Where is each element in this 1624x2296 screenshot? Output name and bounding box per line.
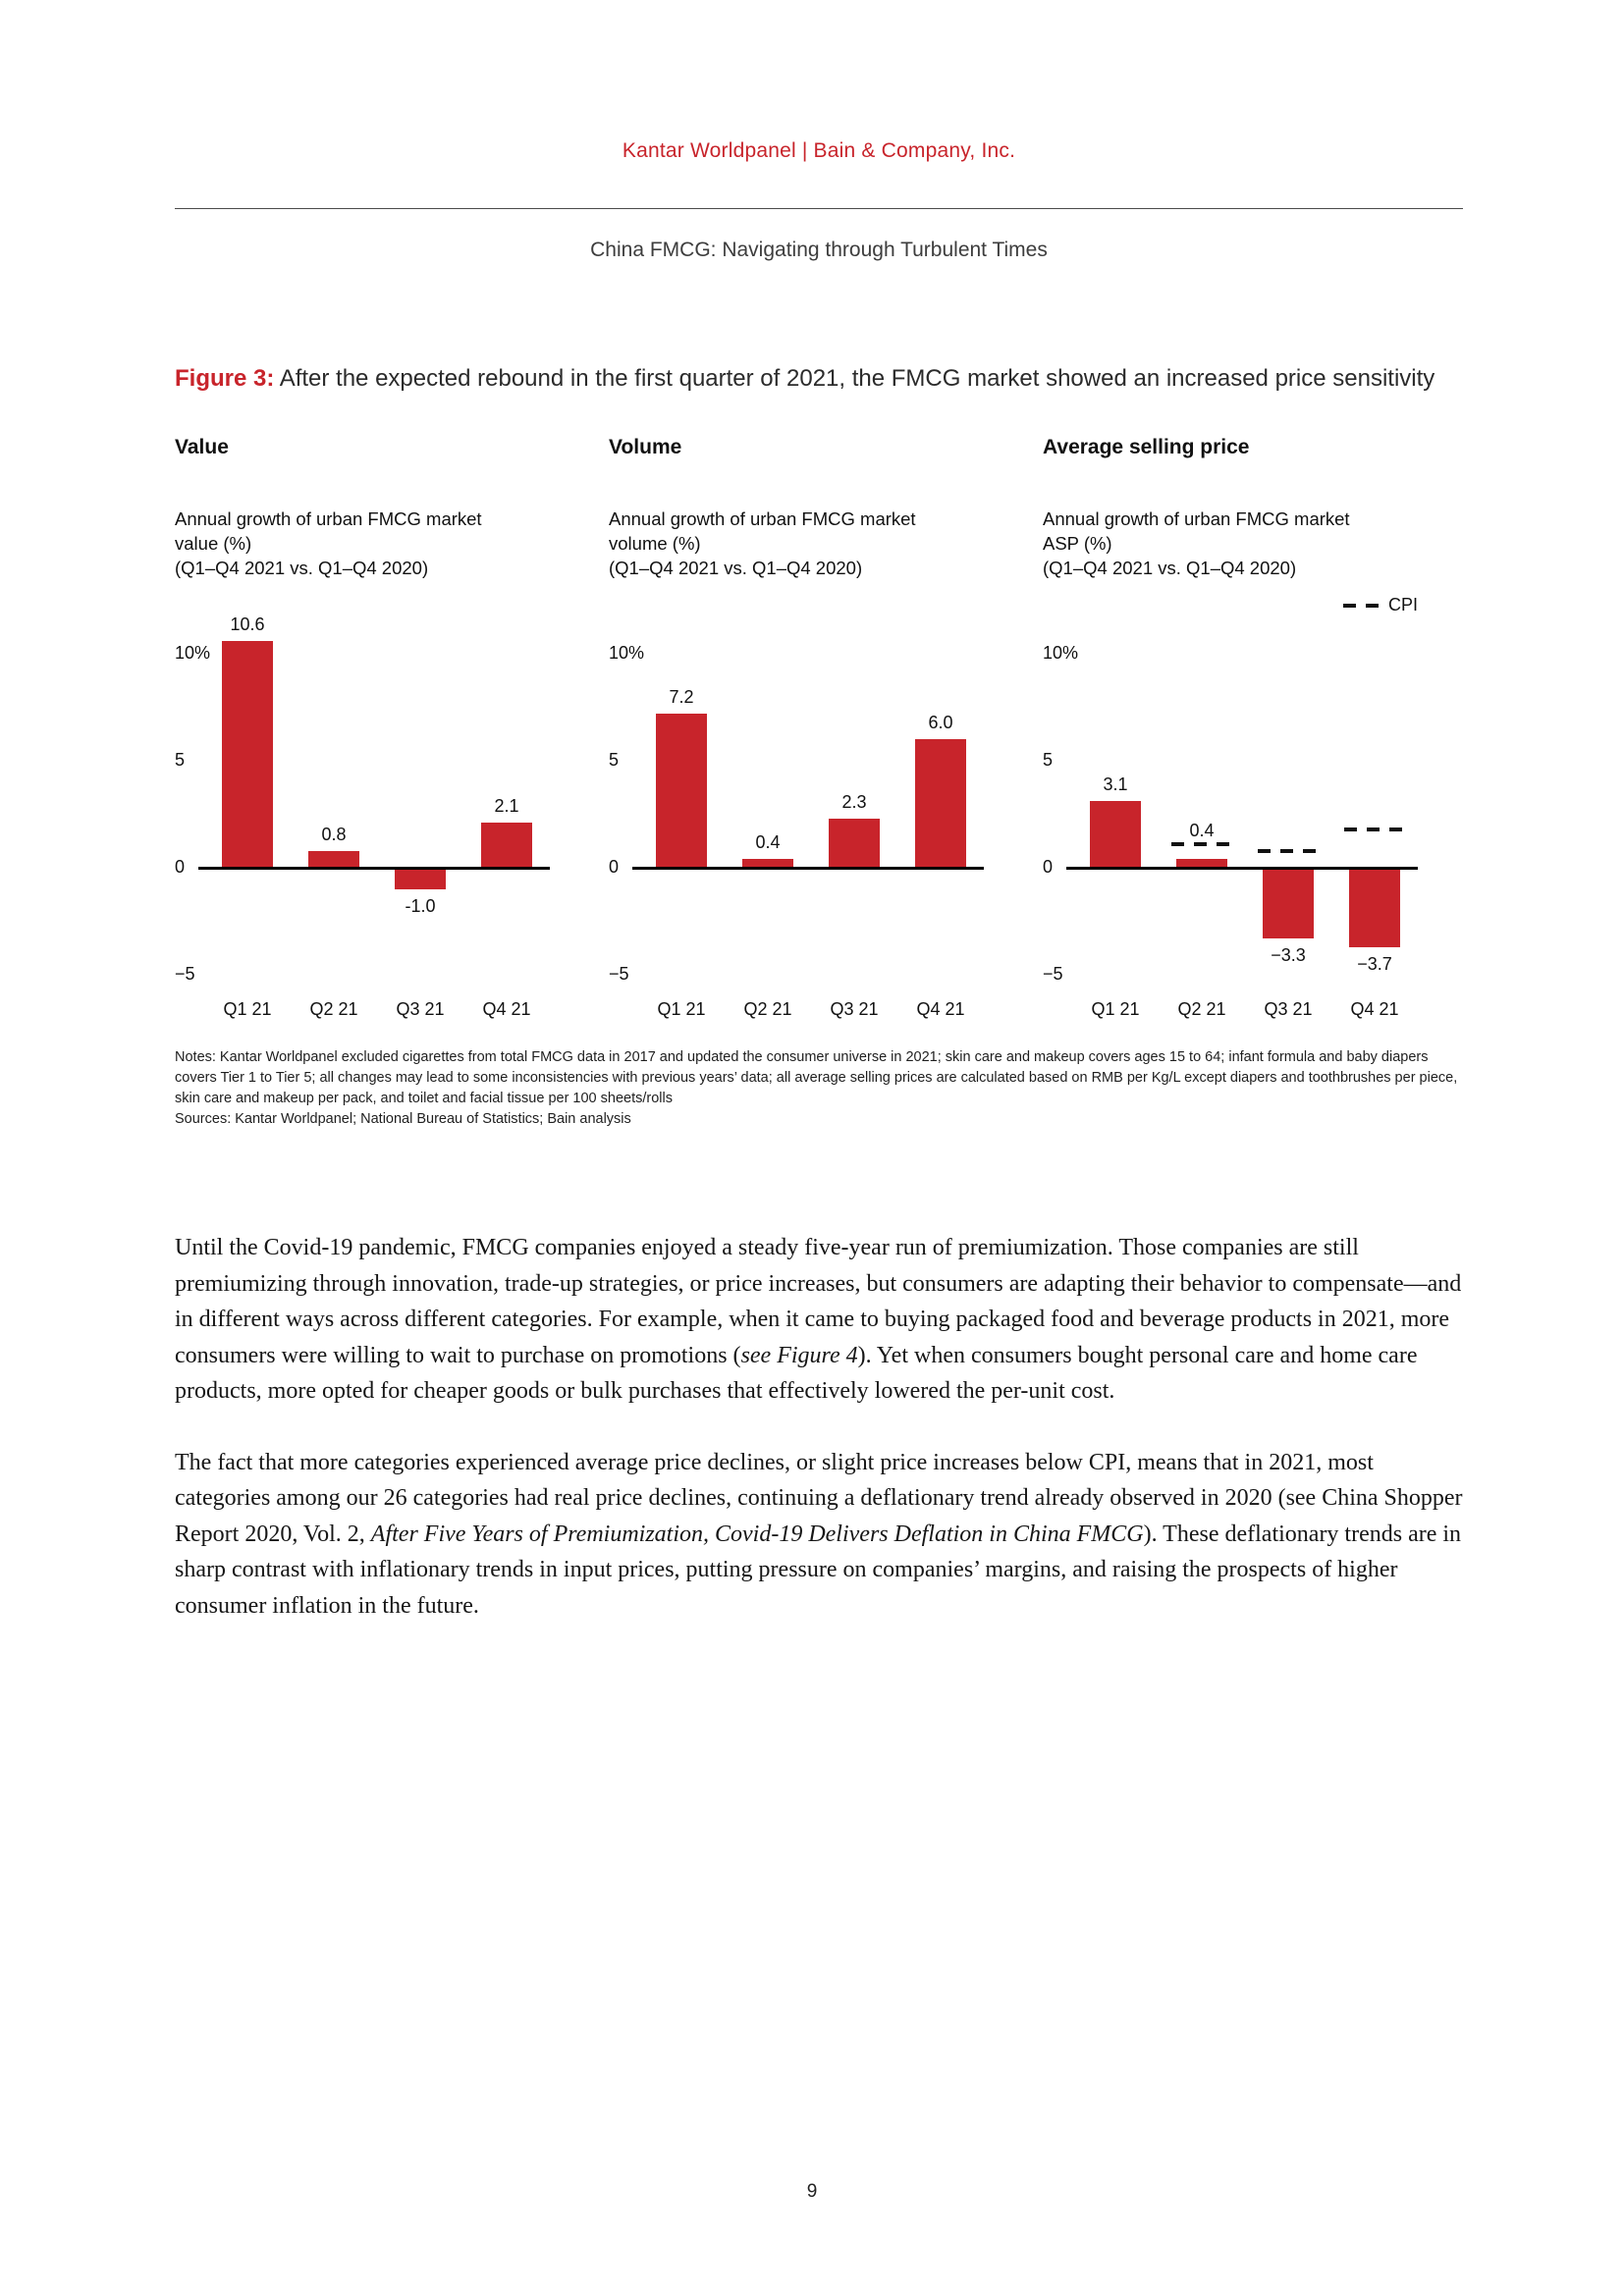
chart-subtitle: Annual growth of urban FMCG market volum… [609, 508, 916, 554]
y-axis-tick-label: 10% [1043, 642, 1079, 663]
chart-title: Value [175, 436, 229, 458]
chart-average-selling-price: Average selling price Annual growth of u… [1043, 436, 1447, 1028]
bar-value-label: −3.3 [1271, 945, 1306, 966]
y-axis-tick-label: 10% [609, 642, 645, 663]
chart-plot: 10% 5 0 −5 7.2 Q1 21 0.4 Q2 21 2.3 Q3 21 6.0 Q4 21 [609, 611, 1013, 1028]
bar-q4-21 [481, 823, 532, 869]
x-axis-label: Q3 21 [830, 999, 879, 1019]
chart-plot: 10% 5 0 −5 3.1 Q1 21 0.4 Q2 21 −3.3 Q3 21 −3.7 Q4 2… [1043, 595, 1447, 1028]
x-axis-label: Q4 21 [916, 999, 965, 1019]
body-text: Until the Covid-19 pandemic, FMCG compan… [175, 1230, 1463, 1624]
x-axis-label: Q3 21 [1264, 999, 1313, 1019]
bar-value-label: 10.6 [230, 614, 265, 634]
y-axis-tick-label: 5 [609, 749, 620, 770]
figure-caption: Figure 3: After the expected rebound in … [175, 360, 1463, 397]
chart-subtitle-block: Annual growth of urban FMCG market ASP (… [1043, 507, 1386, 583]
bar-value-label: 2.3 [841, 791, 867, 812]
zero-axis-line [632, 867, 984, 870]
page-number: 9 [806, 2181, 818, 2202]
bar-value-label: −3.7 [1357, 953, 1392, 974]
y-axis-tick-label: −5 [175, 964, 195, 985]
chart-period: (Q1–Q4 2021 vs. Q1–Q4 2020) [1043, 558, 1297, 578]
cpi-legend-label: CPI [1387, 595, 1418, 614]
figure-notes: Notes: Kantar Worldpanel excluded cigare… [175, 1049, 1458, 1106]
chart-subtitle-block: Annual growth of urban FMCG market value… [175, 507, 518, 583]
bar-value-label: -1.0 [405, 895, 436, 916]
bar-value-label: 7.2 [669, 686, 694, 707]
chart-subtitle: Annual growth of urban FMCG market value… [175, 508, 482, 554]
x-axis-label: Q4 21 [1350, 999, 1399, 1019]
chart-subtitle: Annual growth of urban FMCG market ASP (… [1043, 508, 1350, 554]
figure-notes-block: Notes: Kantar Worldpanel excluded cigare… [175, 1047, 1463, 1130]
bar-value-label: 0.8 [321, 824, 347, 844]
header-divider-rule [175, 208, 1463, 209]
plot-area: 3.1 Q1 21 0.4 Q2 21 −3.3 Q3 21 −3.7 Q4 21 CPI [1066, 595, 1418, 1019]
bar-value-label: 0.4 [1189, 821, 1215, 841]
header-brand: Kantar Worldpanel | Bain & Company, Inc. [622, 139, 1016, 162]
bar-q1-21 [1090, 801, 1141, 869]
x-axis-label: Q1 21 [657, 999, 706, 1019]
x-axis-label: Q1 21 [1091, 999, 1140, 1019]
cpi-dash-swatch-icon [1342, 603, 1379, 608]
cpi-legend: CPI [1342, 595, 1418, 615]
bar-value-label: 0.4 [755, 832, 781, 853]
x-axis-label: Q2 21 [309, 999, 358, 1019]
figure-caption-text: After the expected rebound in the first … [274, 365, 1435, 392]
cpi-dash-segment [1171, 842, 1232, 847]
bar-q1-21 [656, 713, 707, 869]
plot-area: 10.6 Q1 21 0.8 Q2 21 -1.0 Q3 21 2.1 Q4 21 [198, 611, 550, 1019]
bar-q1-21 [222, 640, 273, 869]
chart-title: Average selling price [1043, 436, 1250, 458]
chart-value: Value Annual growth of urban FMCG market… [175, 436, 579, 1028]
document-title: China FMCG: Navigating through Turbulent… [590, 239, 1048, 261]
chart-plot: 10% 5 0 −5 10.6 Q1 21 0.8 Q2 21 -1.0 Q3 21 2.1 Q4 2… [175, 611, 579, 1028]
y-axis-tick-label: 0 [175, 857, 186, 878]
figure-sources: Sources: Kantar Worldpanel; National Bur… [175, 1111, 631, 1127]
x-axis-label: Q2 21 [1177, 999, 1226, 1019]
bar-q4-21 [915, 739, 966, 869]
x-axis-label: Q3 21 [396, 999, 445, 1019]
chart-period: (Q1–Q4 2021 vs. Q1–Q4 2020) [609, 558, 863, 578]
text-run: Until the Covid-19 pandemic, FMCG compan… [175, 1235, 1462, 1368]
text-run: The fact that more categories experience… [175, 1449, 1463, 1547]
italic-text-run: see Figure 4 [740, 1342, 858, 1368]
chart-title: Volume [609, 436, 682, 458]
figure-label: Figure 3: [175, 365, 275, 392]
bar-q3-21 [1263, 868, 1314, 939]
bar-q3-21 [395, 868, 446, 889]
cpi-dash-segment [1344, 827, 1405, 831]
text-run: ). Yet when consumers bought personal ca… [175, 1342, 1418, 1405]
bar-q2-21 [1176, 859, 1227, 869]
body-paragraph: The fact that more categories experience… [175, 1445, 1463, 1625]
chart-volume: Volume Annual growth of urban FMCG marke… [609, 436, 1013, 1028]
x-axis-label: Q1 21 [223, 999, 272, 1019]
chart-subtitle-block: Annual growth of urban FMCG market volum… [609, 507, 952, 583]
y-axis-tick-label: 10% [175, 642, 211, 663]
zero-axis-line [1066, 867, 1418, 870]
cpi-dash-segment [1258, 848, 1319, 853]
y-axis-tick-label: 0 [1043, 857, 1054, 878]
bar-value-label: 2.1 [494, 796, 519, 817]
bar-q3-21 [829, 818, 880, 869]
plot-area: 7.2 Q1 21 0.4 Q2 21 2.3 Q3 21 6.0 Q4 21 [632, 611, 984, 1019]
bar-q2-21 [742, 859, 793, 869]
y-axis-tick-label: 5 [175, 749, 186, 770]
x-axis-label: Q2 21 [743, 999, 792, 1019]
bar-value-label: 6.0 [928, 713, 953, 733]
text-run: ). These deflationary trends are in shar… [175, 1521, 1462, 1619]
bar-q2-21 [308, 850, 359, 869]
italic-text-run: After Five Years of Premiumization, Covi… [370, 1521, 1144, 1547]
zero-axis-line [198, 867, 550, 870]
bar-q4-21 [1349, 868, 1400, 947]
figure-charts-row: Value Annual growth of urban FMCG market… [175, 436, 1463, 1028]
y-axis-tick-label: −5 [609, 964, 629, 985]
bar-value-label: 3.1 [1103, 774, 1128, 795]
y-axis-tick-label: 5 [1043, 749, 1054, 770]
body-paragraph: Until the Covid-19 pandemic, FMCG compan… [175, 1230, 1463, 1410]
y-axis-tick-label: −5 [1043, 964, 1063, 985]
chart-period: (Q1–Q4 2021 vs. Q1–Q4 2020) [175, 558, 429, 578]
y-axis-tick-label: 0 [609, 857, 620, 878]
x-axis-label: Q4 21 [482, 999, 531, 1019]
